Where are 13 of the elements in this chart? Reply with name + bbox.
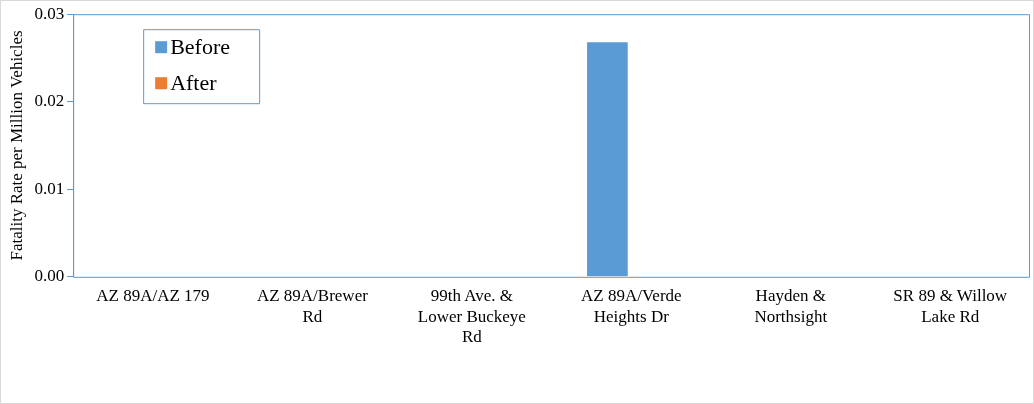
y-axis-title: Fatality Rate per Million Vehicles xyxy=(6,30,26,261)
y-tick-label: 0.00 xyxy=(34,266,65,286)
legend-label: Before xyxy=(170,33,231,59)
y-tick-label: 0.03 xyxy=(34,3,65,23)
x-tick-label: AZ 89A/AZ 179 xyxy=(96,286,210,306)
x-tick-label: 99th Ave. & Lower Buckeye Rd xyxy=(417,286,526,347)
legend-label: After xyxy=(170,69,218,95)
y-tick-label: 0.01 xyxy=(34,178,65,198)
x-tick-label: AZ 89A/Verde Heights Dr xyxy=(581,286,682,326)
x-tick-label: AZ 89A/Brewer Rd xyxy=(256,286,369,326)
x-tick-label: SR 89 & Willow Lake Rd xyxy=(893,286,1008,326)
y-tick-label: 0.02 xyxy=(34,91,65,111)
x-tick-label: Hayden & Northsight xyxy=(754,286,828,326)
